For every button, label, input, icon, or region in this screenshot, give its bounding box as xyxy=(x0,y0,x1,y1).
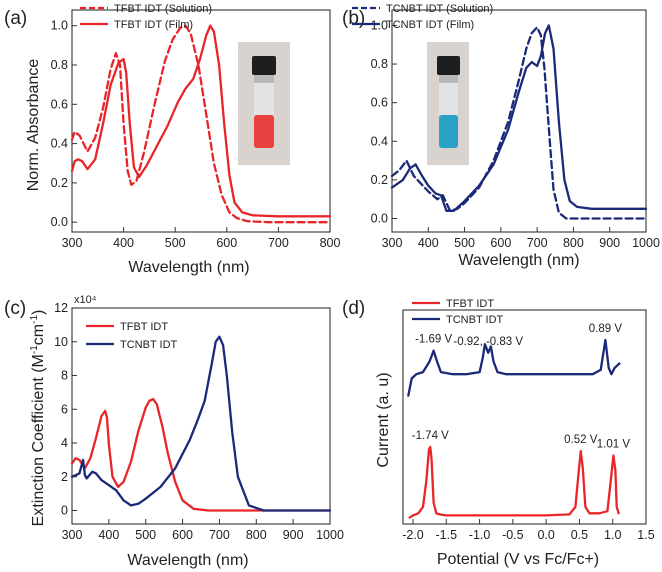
x-tick-label: 600 xyxy=(172,528,193,542)
x-tick-label: 900 xyxy=(283,528,304,542)
y-tick-label: 0.6 xyxy=(371,96,388,110)
legend-label: TCNBT IDT xyxy=(120,339,178,351)
legend-label: TFBT IDT xyxy=(446,298,494,310)
peak-annotation: -1.74 V xyxy=(412,430,449,442)
peak-annotation: -0.92, -0.83 V xyxy=(453,336,523,348)
series-line-1 xyxy=(70,24,332,224)
x-tick-label: 300 xyxy=(382,236,403,250)
peak-annotation: 1.01 V xyxy=(597,439,631,451)
x-tick-label: 1000 xyxy=(632,236,660,250)
panel-a-xlabel: Wavelength (nm) xyxy=(128,259,249,276)
x-tick-label: 900 xyxy=(599,236,620,250)
x-tick-label: -0.5 xyxy=(502,528,524,542)
peak-annotation: 0.89 V xyxy=(589,323,623,335)
y-tick-label: 4 xyxy=(61,436,68,450)
x-tick-label: 500 xyxy=(454,236,475,250)
panel-c-xlabel: Wavelength (nm) xyxy=(127,552,248,569)
y-tick-label: 0.2 xyxy=(51,176,68,190)
plot-frame xyxy=(391,9,647,233)
legend-label: TFBT IDT (Solution) xyxy=(114,3,212,15)
y-tick-label: 0.0 xyxy=(371,211,388,225)
y-tick-label: 10 xyxy=(54,335,68,349)
panel-a: (a) 300 400 500 600 700 800 0.0 0.2 0.4 0.6 0.8 1.0… xyxy=(4,3,340,276)
x-tick-label: 1.5 xyxy=(637,528,654,542)
peak-annotation: 0.52 V xyxy=(564,434,598,446)
x-tick-label: 400 xyxy=(113,236,134,250)
panel-b-label: (b) xyxy=(342,8,365,29)
x-tick-label: -1.0 xyxy=(469,528,491,542)
panel-a-ylabel: Norm. Absorbance xyxy=(25,59,42,192)
y-tick-label: 6 xyxy=(61,402,68,416)
panel-c-ylabel: Extinction Coefficient (M-1cm-1) xyxy=(29,310,47,527)
y-tick-label: 0.4 xyxy=(371,134,388,148)
plot-frame xyxy=(71,307,331,525)
series-line-1 xyxy=(408,445,620,519)
x-tick-label: 400 xyxy=(418,236,439,250)
y-tick-label: 0.4 xyxy=(51,137,68,151)
vial-photo-red-inset xyxy=(238,42,290,165)
x-tick-label: 600 xyxy=(490,236,511,250)
legend-label: TCNBT IDT xyxy=(446,314,504,326)
x-tick-label: 800 xyxy=(320,236,341,250)
x-tick-label: 700 xyxy=(209,528,230,542)
legend-label: TCNBT IDT (Film) xyxy=(386,19,474,31)
x-tick-label: -2.0 xyxy=(402,528,424,542)
panel-d-ylabel: Current (a. u) xyxy=(375,372,392,467)
series-line-2 xyxy=(70,24,332,218)
series-line-1 xyxy=(390,26,648,220)
plot-frame xyxy=(71,9,331,233)
y-tick-label: 0.8 xyxy=(51,58,68,72)
series-line-2 xyxy=(390,24,648,212)
plot-frame xyxy=(402,309,647,525)
series-line-2 xyxy=(70,335,332,512)
y-tick-label: 12 xyxy=(54,301,68,315)
legend-label: TFBT IDT (Film) xyxy=(114,19,193,31)
legend-label: TCNBT IDT (Solution) xyxy=(386,3,493,15)
peak-annotation: -1.69 V xyxy=(415,334,452,346)
x-tick-label: 300 xyxy=(62,236,83,250)
panel-d-label: (d) xyxy=(342,298,365,319)
series-line-1 xyxy=(70,397,332,512)
y-tick-label: 2 xyxy=(61,470,68,484)
y-tick-label: 0.6 xyxy=(51,97,68,111)
panel-d: (d) -2.0 -1.5 -1.0 -0.5 0.0 0.5 1.0 1.5 -1.69 V… xyxy=(342,298,655,568)
y-tick-label: 0 xyxy=(61,504,68,518)
y-tick-label: 0.2 xyxy=(371,173,388,187)
series-line-2 xyxy=(407,338,621,397)
y-tick-label: 8 xyxy=(61,369,68,383)
x-tick-label: 0.0 xyxy=(537,528,554,542)
y-tick-label: 1.0 xyxy=(371,18,388,32)
x-tick-label: 700 xyxy=(527,236,548,250)
y-tick-label: 0.8 xyxy=(371,57,388,71)
panel-c-y-exponent: x10⁴ xyxy=(74,294,97,306)
x-tick-label: 800 xyxy=(563,236,584,250)
y-tick-label: 0.0 xyxy=(51,215,68,229)
panel-c: (c) x10⁴ 300 400 500 600 700 800 900 1000 0 2 4 6 8 1… xyxy=(4,294,344,569)
x-tick-label: 0.5 xyxy=(571,528,588,542)
x-tick-label: 800 xyxy=(246,528,267,542)
x-tick-label: 1000 xyxy=(316,528,344,542)
panel-c-label: (c) xyxy=(4,298,26,319)
x-tick-label: 500 xyxy=(165,236,186,250)
legend-label: TFBT IDT xyxy=(120,321,168,333)
x-tick-label: 400 xyxy=(98,528,119,542)
panel-b: (b) 300 400 500 600 700 800 900 1000 0.0 0.2 0.4 0.… xyxy=(342,3,660,269)
x-tick-label: 700 xyxy=(268,236,289,250)
vial-photo-blue-inset xyxy=(427,42,469,165)
x-tick-label: 500 xyxy=(135,528,156,542)
x-tick-label: 1.0 xyxy=(604,528,621,542)
panel-b-xlabel: Wavelength (nm) xyxy=(458,252,579,269)
panel-a-label: (a) xyxy=(4,8,27,29)
y-tick-label: 1.0 xyxy=(51,19,68,33)
x-tick-label: -1.5 xyxy=(436,528,458,542)
x-tick-label: 300 xyxy=(62,528,83,542)
x-tick-label: 600 xyxy=(216,236,237,250)
panel-d-xlabel: Potential (V vs Fc/Fc+) xyxy=(437,551,599,568)
